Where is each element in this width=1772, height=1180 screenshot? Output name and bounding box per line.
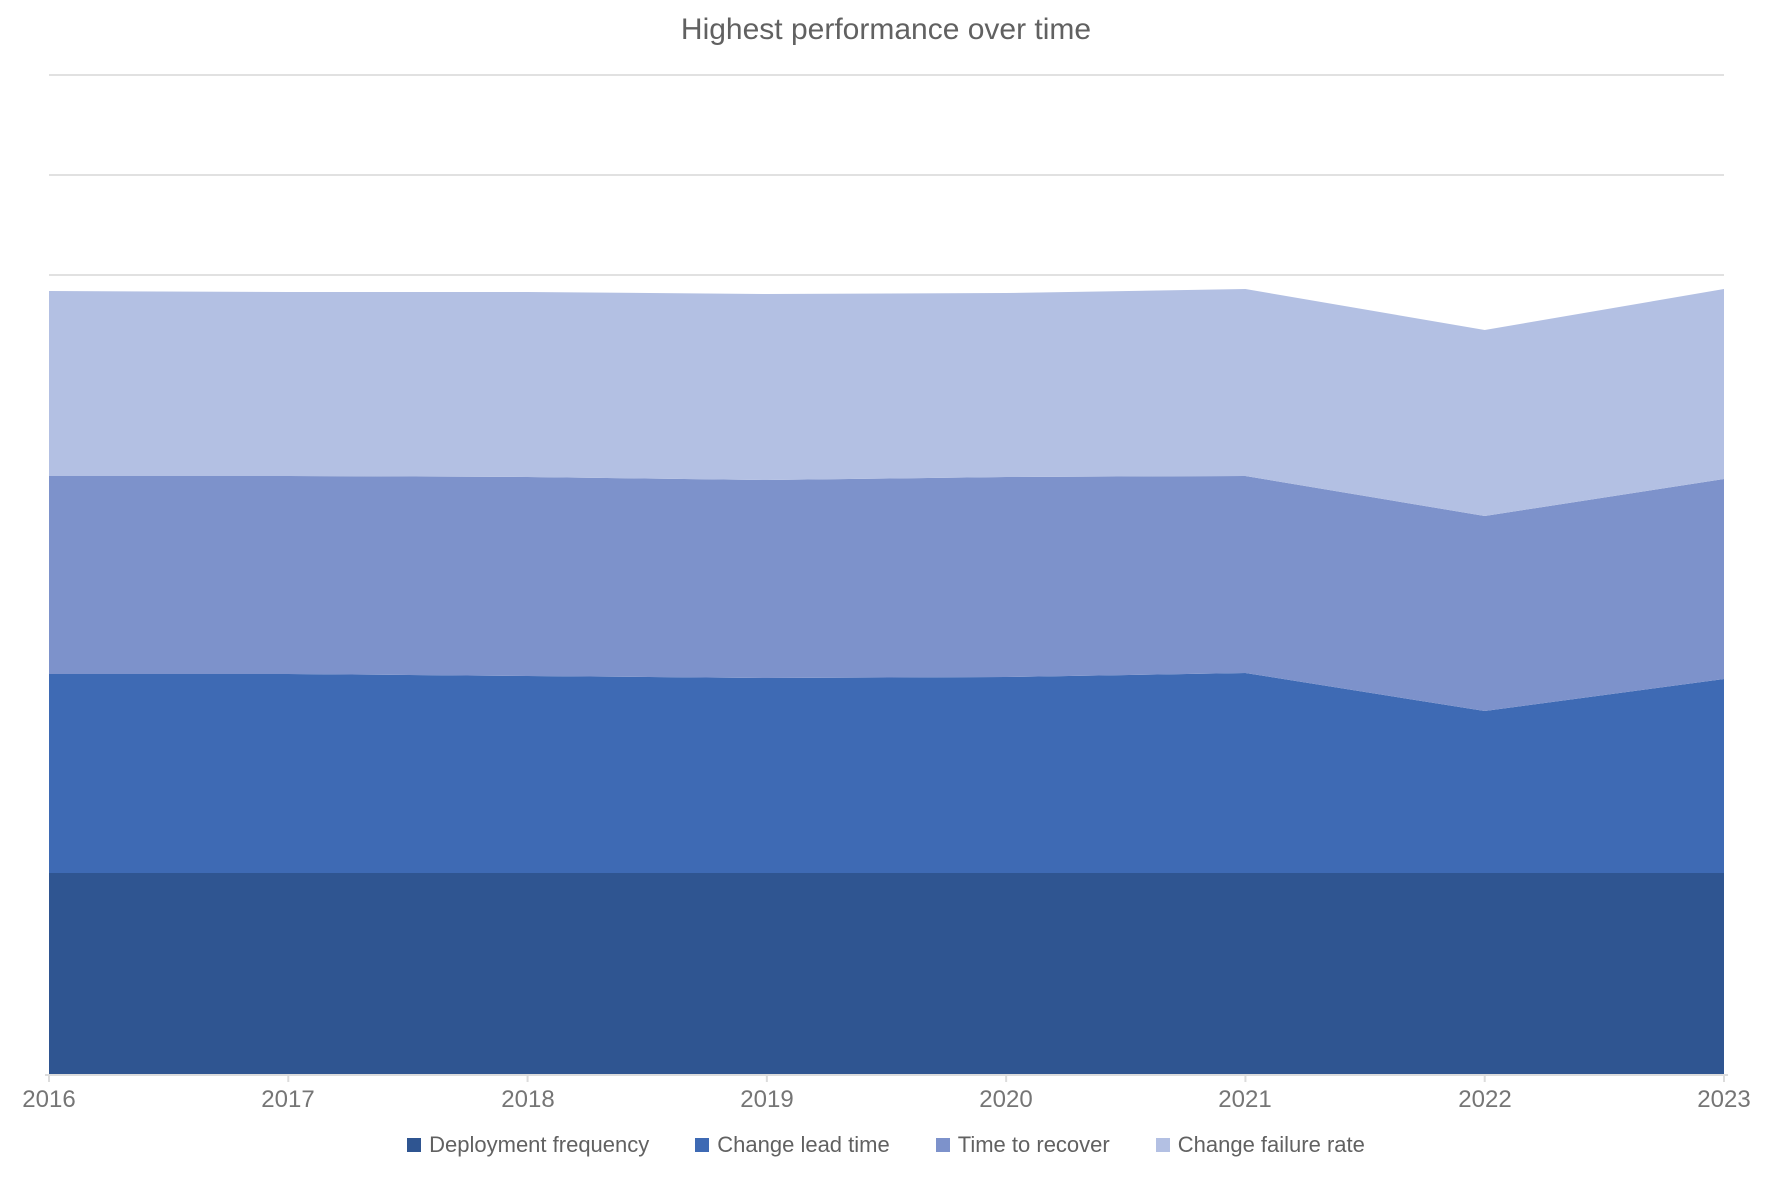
legend-item-time-to-recover: Time to recover <box>935 1132 1110 1158</box>
x-axis-label: 2021 <box>1218 1086 1272 1113</box>
x-axis-label: 2018 <box>501 1086 555 1113</box>
legend-swatch-deployment-frequency <box>407 1138 422 1152</box>
x-axis-label: 2020 <box>979 1086 1033 1113</box>
x-axis-label: 2016 <box>22 1086 76 1113</box>
legend-label: Change lead time <box>717 1132 890 1157</box>
series-area-change-lead-time[interactable] <box>49 673 1724 873</box>
x-axis-label: 2019 <box>740 1086 794 1113</box>
x-axis-label: 2017 <box>261 1086 315 1113</box>
legend-swatch-time-to-recover <box>935 1138 950 1152</box>
legend: Deployment frequency Change lead time Ti… <box>0 1132 1772 1158</box>
series-area-time-to-recover[interactable] <box>49 476 1724 711</box>
series-area-deployment-frequency[interactable] <box>49 873 1724 1075</box>
x-axis-label: 2022 <box>1458 1086 1512 1113</box>
legend-swatch-change-lead-time <box>695 1138 710 1152</box>
legend-item-change-failure-rate: Change failure rate <box>1155 1132 1365 1158</box>
series-area-change-failure-rate[interactable] <box>49 289 1724 516</box>
legend-label: Deployment frequency <box>429 1132 650 1157</box>
legend-label: Time to recover <box>957 1132 1110 1157</box>
legend-swatch-change-failure-rate <box>1155 1138 1170 1152</box>
legend-item-change-lead-time: Change lead time <box>695 1132 890 1158</box>
chart-title: Highest performance over time <box>680 13 1092 46</box>
legend-label: Change failure rate <box>1177 1132 1365 1157</box>
legend-item-deployment-frequency: Deployment frequency <box>407 1132 649 1158</box>
x-axis-label: 2023 <box>1697 1086 1751 1113</box>
